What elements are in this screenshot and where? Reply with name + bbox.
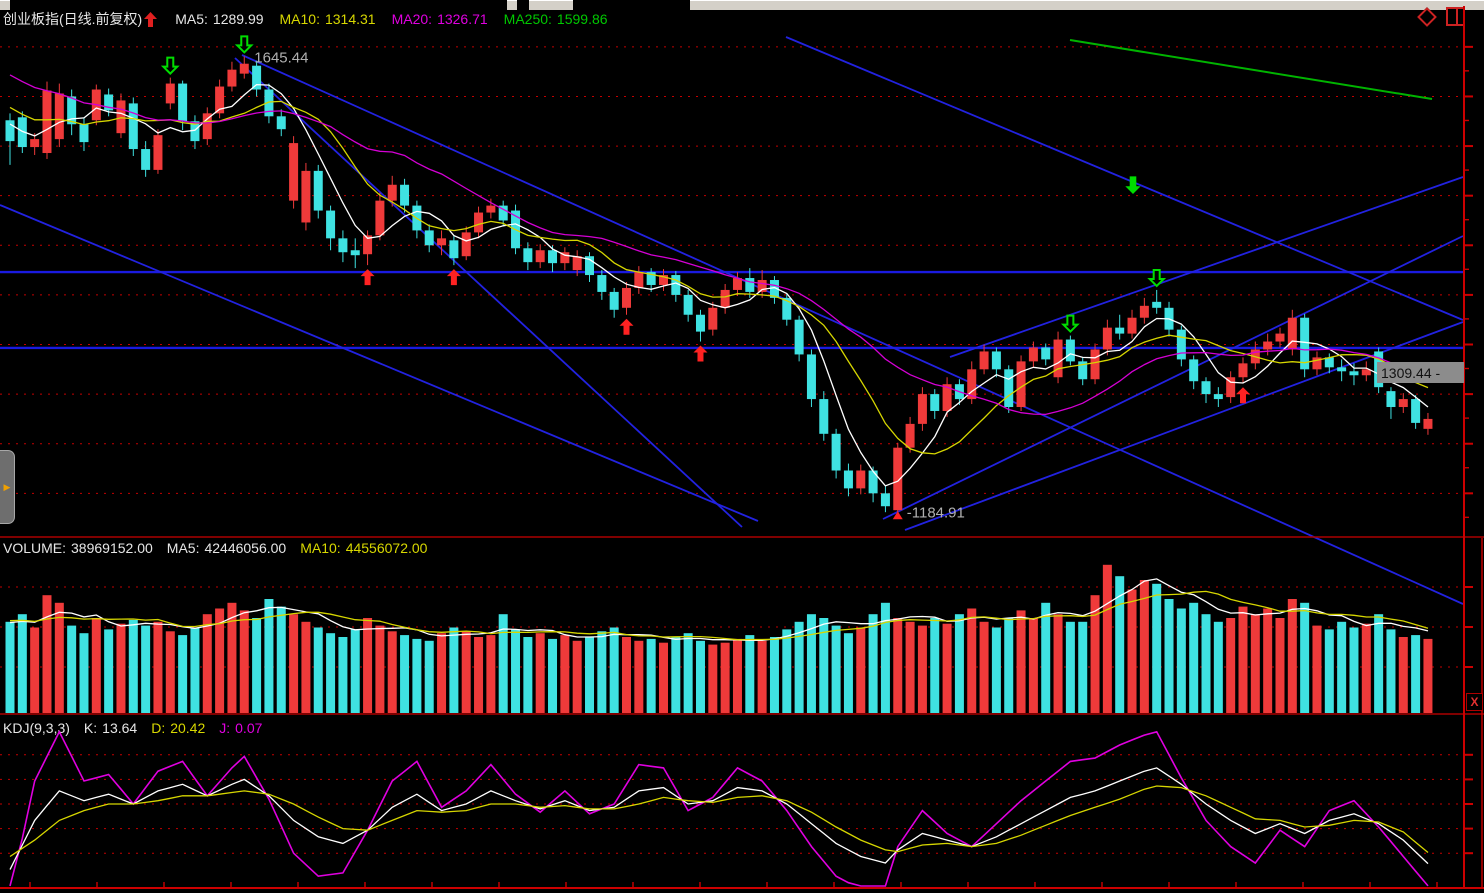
ma10-readout: MA10: 1314.31 bbox=[279, 11, 376, 27]
ma5-readout: MA5: 1289.99 bbox=[175, 11, 264, 27]
grid-layer bbox=[0, 46, 1464, 854]
top-strip-fragment bbox=[529, 0, 573, 10]
svg-text:1645.44: 1645.44 bbox=[254, 49, 308, 66]
ma250-line bbox=[1069, 39, 1433, 100]
d-readout: D: 20.42 bbox=[151, 720, 206, 736]
top-strip-fragment bbox=[507, 0, 517, 10]
volume-header: VOLUME: 38969152.00 MA5: 42446056.00 MA10:… bbox=[3, 539, 427, 557]
k-readout: K: 13.64 bbox=[83, 720, 138, 736]
price-annotations: 1645.44 -1184.91 bbox=[254, 49, 965, 521]
volume-ma-lines bbox=[9, 578, 1429, 642]
kdj-header: KDJ(9,3,3) K: 13.64 D: 20.42 J: 0.07 bbox=[3, 719, 262, 737]
kdj-title: KDJ(9,3,3) bbox=[3, 720, 70, 736]
j-readout: J: 0.07 bbox=[219, 720, 263, 736]
frame-layer bbox=[0, 6, 1484, 889]
horizontal-price-lines bbox=[0, 270, 1464, 350]
trendlines-layer bbox=[0, 36, 1464, 605]
signal-arrows-layer bbox=[160, 35, 1250, 404]
last-price-label: 1309.44 - bbox=[1377, 362, 1464, 383]
up-arrow-icon bbox=[144, 11, 158, 27]
symbol-title: 创业板指(日线.前复权) bbox=[3, 11, 143, 27]
close-icon[interactable]: X bbox=[1466, 693, 1483, 711]
panel-expand-tab[interactable]: ▶ bbox=[0, 450, 15, 524]
maximize-icon[interactable] bbox=[1446, 7, 1465, 26]
svg-text:-1184.91: -1184.91 bbox=[907, 504, 965, 521]
ma20-readout: MA20: 1326.71 bbox=[391, 11, 488, 27]
ma250-readout: MA250: 1599.86 bbox=[503, 11, 608, 27]
main-chart-header: 创业板指(日线.前复权) MA5: 1289.99 MA10: 1314.31 MA… bbox=[3, 9, 608, 29]
kdj-lines bbox=[9, 730, 1429, 887]
top-strip-fragment bbox=[0, 0, 10, 10]
expand-arrow-icon: ▶ bbox=[3, 481, 11, 492]
top-strip bbox=[690, 0, 1484, 10]
volume-ma10-readout: MA10: 44556072.00 bbox=[300, 540, 428, 556]
volume-readout: VOLUME: 38969152.00 bbox=[3, 540, 153, 556]
volume-ma5-readout: MA5: 42446056.00 bbox=[166, 540, 287, 556]
price-ma-lines bbox=[9, 74, 1429, 487]
volume-bars-layer bbox=[5, 564, 1433, 713]
candles-layer bbox=[5, 56, 1433, 514]
